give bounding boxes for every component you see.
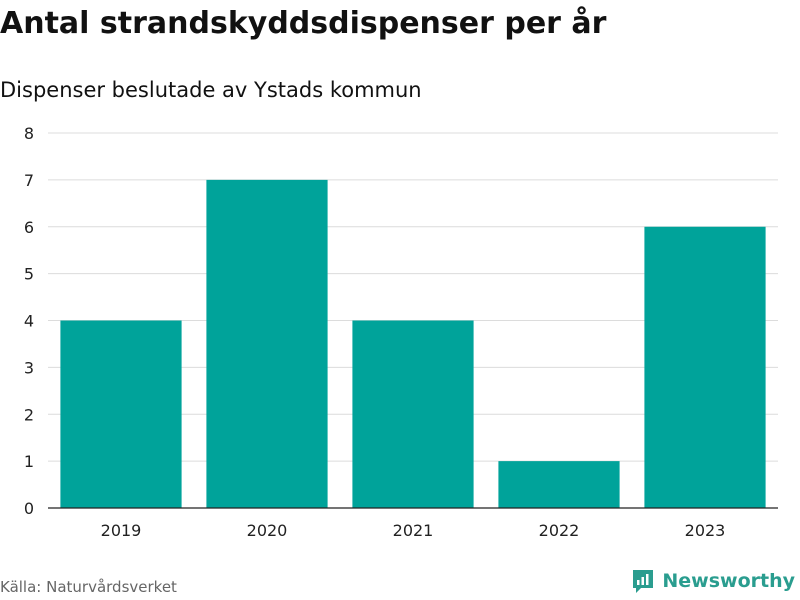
x-tick-label: 2022: [539, 521, 580, 540]
newsworthy-logo: Newsworthy: [631, 568, 795, 594]
bars: [60, 179, 766, 508]
y-tick-label: 8: [24, 124, 34, 143]
y-tick-label: 1: [24, 452, 34, 471]
source-note: Källa: Naturvårdsverket: [0, 578, 177, 596]
y-tick-label: 2: [24, 405, 34, 424]
y-axis-ticks: 0 1 2 3 4 5 6 7 8: [24, 124, 34, 518]
newsworthy-icon: [633, 570, 654, 593]
bar-2023: [644, 226, 766, 508]
y-tick-label: 0: [24, 499, 34, 518]
x-tick-label: 2023: [685, 521, 726, 540]
y-tick-label: 4: [24, 312, 34, 331]
y-tick-label: 6: [24, 218, 34, 237]
bar-2021: [352, 320, 474, 508]
y-tick-label: 3: [24, 358, 34, 377]
x-tick-label: 2019: [101, 521, 142, 540]
x-tick-label: 2021: [393, 521, 434, 540]
bar-2020: [206, 179, 328, 508]
chart-title: Antal strandskyddsdispenser per år: [0, 6, 607, 41]
x-tick-label: 2020: [247, 521, 288, 540]
bar-2022: [498, 461, 620, 508]
y-tick-label: 7: [24, 171, 34, 190]
bar-2019: [60, 320, 182, 508]
x-axis-ticks: 2019 2020 2021 2022 2023: [101, 521, 726, 540]
bar-chart: 0 1 2 3 4 5 6 7 8 2019 2020 2021 2022 2023: [24, 124, 778, 540]
brand-name: Newsworthy: [662, 570, 795, 592]
chart-subtitle: Dispenser beslutade av Ystads kommun: [0, 78, 422, 102]
y-tick-label: 5: [24, 265, 34, 284]
